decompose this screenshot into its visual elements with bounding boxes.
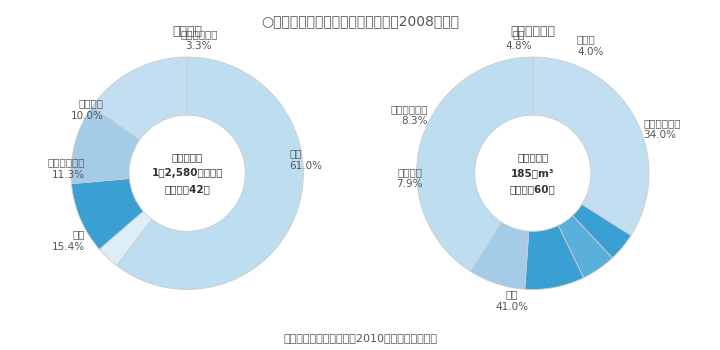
Wedge shape bbox=[99, 211, 152, 266]
Text: 欧州・旧ソ連
34.0%: 欧州・旧ソ連 34.0% bbox=[643, 118, 680, 140]
Text: 中東
61.0%: 中東 61.0% bbox=[289, 148, 323, 170]
Text: 中東
41.0%: 中東 41.0% bbox=[495, 289, 528, 312]
Text: （資料）エネルギー白書2010（経済産業省編）: （資料）エネルギー白書2010（経済産業省編） bbox=[283, 333, 437, 343]
Wedge shape bbox=[71, 106, 140, 184]
Wedge shape bbox=[533, 57, 649, 236]
Text: 1兆2,580億バレル: 1兆2,580億バレル bbox=[151, 168, 223, 178]
Text: 185兆m³: 185兆m³ bbox=[511, 168, 554, 178]
Text: 米州
15.4%: 米州 15.4% bbox=[52, 230, 85, 252]
Text: 北米
4.8%: 北米 4.8% bbox=[505, 29, 532, 51]
Text: ○世界の資源の分布と確認埋蔵量（2008年末）: ○世界の資源の分布と確認埋蔵量（2008年末） bbox=[261, 14, 459, 28]
Wedge shape bbox=[92, 57, 187, 140]
Text: アフリカ
10.0%: アフリカ 10.0% bbox=[71, 98, 104, 120]
Text: 中南米
4.0%: 中南米 4.0% bbox=[577, 35, 603, 57]
Wedge shape bbox=[117, 57, 303, 289]
Wedge shape bbox=[558, 216, 612, 278]
Text: 確認埋蔵量: 確認埋蔵量 bbox=[517, 152, 549, 162]
Text: 旧ソ連・欧州
11.3%: 旧ソ連・欧州 11.3% bbox=[48, 158, 85, 180]
Text: （原油）: （原油） bbox=[172, 25, 202, 37]
Text: 確認埋蔵量: 確認埋蔵量 bbox=[171, 152, 203, 162]
Text: 可採年数42年: 可採年数42年 bbox=[164, 184, 210, 195]
Text: アジア大洋州
8.3%: アジア大洋州 8.3% bbox=[391, 104, 428, 126]
Text: アジア大洋州
3.3%: アジア大洋州 3.3% bbox=[180, 29, 217, 51]
Wedge shape bbox=[471, 222, 528, 289]
Wedge shape bbox=[71, 178, 143, 249]
Wedge shape bbox=[417, 57, 533, 271]
Text: アフリカ
7.9%: アフリカ 7.9% bbox=[396, 167, 423, 189]
Text: 可採年数60年: 可採年数60年 bbox=[510, 184, 556, 195]
Text: （天然ガス）: （天然ガス） bbox=[510, 25, 555, 37]
Wedge shape bbox=[525, 225, 584, 289]
Wedge shape bbox=[572, 204, 631, 258]
